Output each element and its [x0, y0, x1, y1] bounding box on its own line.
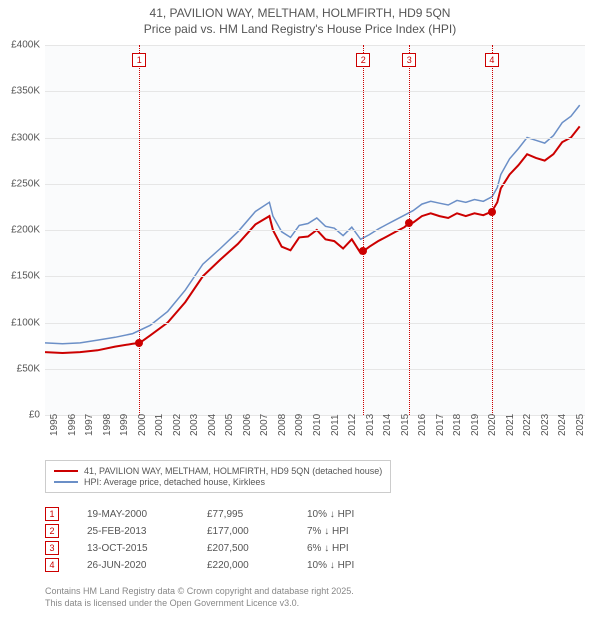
- x-tick-label: 1998: [102, 414, 113, 436]
- marker-line: [409, 45, 410, 415]
- legend-row: 41, PAVILION WAY, MELTHAM, HOLMFIRTH, HD…: [54, 466, 382, 476]
- transaction-point: [405, 219, 413, 227]
- legend-swatch: [54, 481, 78, 483]
- marker-number-box: 4: [485, 53, 499, 67]
- x-tick-label: 2019: [470, 414, 481, 436]
- transaction-number: 4: [45, 558, 59, 572]
- transaction-price: £207,500: [207, 543, 307, 554]
- x-tick-label: 1999: [119, 414, 130, 436]
- gridline: [45, 45, 585, 46]
- x-tick-label: 2002: [172, 414, 183, 436]
- y-tick-label: £150K: [11, 271, 40, 282]
- title-line-1: 41, PAVILION WAY, MELTHAM, HOLMFIRTH, HD…: [0, 6, 600, 22]
- x-tick-label: 1995: [49, 414, 60, 436]
- x-tick-label: 2000: [137, 414, 148, 436]
- transaction-date: 13-OCT-2015: [87, 543, 207, 554]
- transaction-row: 4 26-JUN-2020£220,00010% ↓ HPI: [45, 558, 387, 572]
- chart-title: 41, PAVILION WAY, MELTHAM, HOLMFIRTH, HD…: [0, 0, 600, 37]
- marker-number-box: 1: [132, 53, 146, 67]
- x-tick-label: 2018: [452, 414, 463, 436]
- y-tick-label: £0: [29, 410, 40, 421]
- transaction-row: 2 25-FEB-2013£177,0007% ↓ HPI: [45, 524, 387, 538]
- transactions-table: 119-MAY-2000£77,99510% ↓ HPI225-FEB-2013…: [45, 504, 387, 575]
- legend-swatch: [54, 470, 78, 472]
- transaction-delta: 6% ↓ HPI: [307, 543, 387, 554]
- y-axis: £0£50K£100K£150K£200K£250K£300K£350K£400…: [0, 45, 44, 415]
- transaction-price: £220,000: [207, 560, 307, 571]
- marker-number-box: 3: [402, 53, 416, 67]
- x-tick-label: 1997: [84, 414, 95, 436]
- x-tick-label: 2014: [382, 414, 393, 436]
- x-tick-label: 2013: [365, 414, 376, 436]
- transaction-number: 2: [45, 524, 59, 538]
- x-tick-label: 2011: [330, 414, 341, 436]
- x-tick-label: 2023: [540, 414, 551, 436]
- x-tick-label: 2022: [522, 414, 533, 436]
- x-tick-label: 1996: [67, 414, 78, 436]
- y-tick-label: £250K: [11, 178, 40, 189]
- transaction-price: £177,000: [207, 526, 307, 537]
- gridline: [45, 230, 585, 231]
- x-tick-label: 2009: [294, 414, 305, 436]
- title-line-2: Price paid vs. HM Land Registry's House …: [0, 22, 600, 38]
- footer-line-2: This data is licensed under the Open Gov…: [45, 598, 354, 610]
- y-tick-label: £50K: [17, 363, 40, 374]
- gridline: [45, 323, 585, 324]
- marker-line: [363, 45, 364, 415]
- x-tick-label: 2024: [557, 414, 568, 436]
- gridline: [45, 184, 585, 185]
- x-tick-label: 2016: [417, 414, 428, 436]
- transaction-number: 3: [45, 541, 59, 555]
- transaction-date: 25-FEB-2013: [87, 526, 207, 537]
- series-line-hpi: [45, 105, 580, 344]
- marker-number-box: 2: [356, 53, 370, 67]
- legend-label: HPI: Average price, detached house, Kirk…: [84, 477, 265, 487]
- legend-row: HPI: Average price, detached house, Kirk…: [54, 477, 382, 487]
- x-tick-label: 2007: [259, 414, 270, 436]
- transaction-delta: 7% ↓ HPI: [307, 526, 387, 537]
- transaction-point: [488, 208, 496, 216]
- transaction-date: 19-MAY-2000: [87, 509, 207, 520]
- x-tick-label: 2008: [277, 414, 288, 436]
- y-tick-label: £400K: [11, 40, 40, 51]
- x-tick-label: 2006: [242, 414, 253, 436]
- y-tick-label: £200K: [11, 225, 40, 236]
- x-tick-label: 2005: [224, 414, 235, 436]
- x-tick-label: 2015: [400, 414, 411, 436]
- x-tick-label: 2012: [347, 414, 358, 436]
- y-tick-label: £100K: [11, 317, 40, 328]
- x-tick-label: 2001: [154, 414, 165, 436]
- legend: 41, PAVILION WAY, MELTHAM, HOLMFIRTH, HD…: [45, 460, 391, 493]
- gridline: [45, 138, 585, 139]
- transaction-delta: 10% ↓ HPI: [307, 509, 387, 520]
- transaction-row: 1 19-MAY-2000£77,99510% ↓ HPI: [45, 507, 387, 521]
- x-tick-label: 2020: [487, 414, 498, 436]
- series-line-property: [45, 126, 580, 353]
- x-tick-label: 2021: [505, 414, 516, 436]
- y-tick-label: £350K: [11, 86, 40, 97]
- y-tick-label: £300K: [11, 132, 40, 143]
- x-axis: 1995199619971998199920002001200220032004…: [45, 418, 585, 458]
- marker-line: [492, 45, 493, 415]
- transaction-point: [359, 247, 367, 255]
- x-tick-label: 2010: [312, 414, 323, 436]
- x-tick-label: 2003: [189, 414, 200, 436]
- transaction-price: £77,995: [207, 509, 307, 520]
- marker-line: [139, 45, 140, 415]
- transaction-delta: 10% ↓ HPI: [307, 560, 387, 571]
- gridline: [45, 91, 585, 92]
- gridline: [45, 276, 585, 277]
- x-tick-label: 2017: [435, 414, 446, 436]
- legend-label: 41, PAVILION WAY, MELTHAM, HOLMFIRTH, HD…: [84, 466, 382, 476]
- gridline: [45, 369, 585, 370]
- footer-attribution: Contains HM Land Registry data © Crown c…: [45, 586, 354, 609]
- x-tick-label: 2004: [207, 414, 218, 436]
- transaction-date: 26-JUN-2020: [87, 560, 207, 571]
- transaction-row: 3 13-OCT-2015£207,5006% ↓ HPI: [45, 541, 387, 555]
- chart-plot-area: 1 2 3 4: [45, 45, 585, 415]
- x-tick-label: 2025: [575, 414, 586, 436]
- transaction-point: [135, 339, 143, 347]
- transaction-number: 1: [45, 507, 59, 521]
- footer-line-1: Contains HM Land Registry data © Crown c…: [45, 586, 354, 598]
